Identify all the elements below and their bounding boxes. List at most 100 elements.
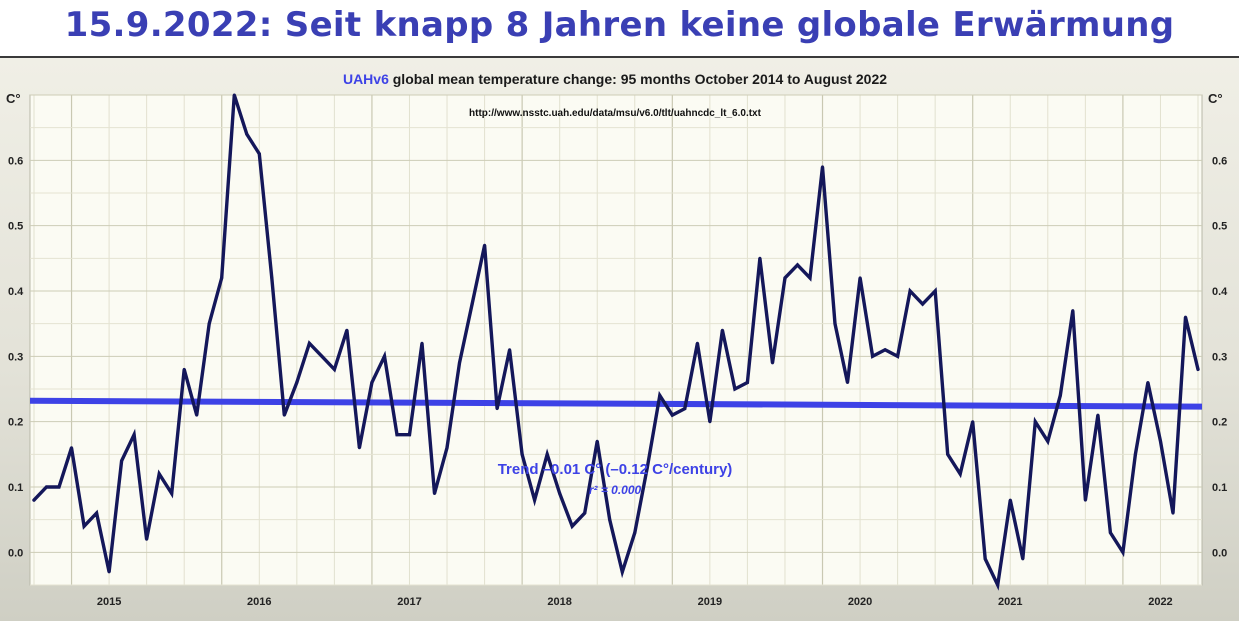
data-point (683, 407, 687, 411)
data-point (921, 302, 925, 306)
y-tick-label-right: 0.3 (1212, 351, 1227, 363)
data-point (332, 367, 336, 371)
y-tick-label-right: 0.4 (1212, 286, 1228, 298)
data-point (658, 394, 662, 397)
y-tick-label-right: 0.2 (1212, 417, 1227, 429)
data-point (270, 276, 274, 280)
x-tick-label: 2019 (698, 596, 722, 608)
data-point (458, 361, 461, 365)
data-point (495, 407, 499, 411)
data-point (95, 511, 99, 515)
data-point (933, 289, 937, 293)
data-point (57, 485, 61, 489)
y-tick-label-left: 0.0 (8, 547, 23, 559)
data-point (82, 524, 86, 528)
data-point (771, 361, 774, 365)
data-point (132, 433, 136, 437)
data-point (170, 492, 174, 495)
data-point (295, 381, 299, 384)
y-tick-label-left: 0.3 (8, 351, 23, 363)
source-url: http://www.nsstc.uah.edu/data/msu/v6.0/t… (469, 108, 762, 119)
data-point (1083, 498, 1087, 502)
data-point (996, 583, 1000, 587)
data-point (946, 452, 950, 456)
data-point (971, 420, 975, 424)
x-axis: 2015 2016 2017 2018 2019 2020 2021 2022 (97, 596, 1173, 608)
data-point (383, 354, 386, 358)
data-point (282, 413, 286, 417)
data-point (1108, 531, 1112, 535)
data-point (357, 446, 361, 450)
data-point (796, 263, 799, 267)
data-point (783, 276, 787, 280)
data-point (545, 452, 549, 456)
data-point (157, 472, 161, 476)
data-point (445, 446, 449, 450)
data-point (483, 243, 487, 247)
data-point (670, 413, 674, 417)
r2-label: r² = 0.000 (589, 483, 642, 497)
data-point (395, 433, 399, 437)
y-axis-right: 0.0 0.1 0.2 0.3 0.4 0.5 0.6 (1212, 155, 1228, 559)
trend-label: Trend –0.01 C° (–0.12 C°/century) (498, 461, 733, 478)
chart-title-rest: global mean temperature change: 95 month… (389, 71, 887, 87)
data-point (708, 420, 712, 424)
data-point (408, 433, 411, 437)
x-tick-label: 2016 (247, 596, 271, 608)
data-point (420, 341, 424, 345)
data-point (433, 492, 436, 495)
y-tick-label-right: 0.0 (1212, 547, 1227, 559)
y-tick-label-right: 0.1 (1212, 482, 1227, 494)
data-point (570, 524, 574, 528)
y-tick-label-left: 0.4 (8, 286, 24, 298)
plot-area (29, 94, 1203, 586)
y-tick-label-left: 0.5 (8, 221, 23, 233)
data-point (245, 132, 249, 136)
series-line-uah (32, 94, 1200, 591)
x-tick-label: 2020 (848, 596, 872, 608)
data-point (608, 518, 612, 522)
data-point (645, 465, 649, 469)
x-tick-label: 2022 (1148, 596, 1172, 608)
headline: 15.9.2022: Seit knapp 8 Jahren keine glo… (64, 5, 1175, 45)
data-point (821, 165, 824, 169)
x-tick-label: 2017 (397, 596, 421, 608)
data-point (182, 367, 186, 371)
data-point (883, 348, 887, 352)
data-point (107, 570, 111, 574)
data-point (32, 498, 36, 502)
data-point (145, 537, 149, 541)
data-point (583, 511, 587, 515)
data-point (1121, 550, 1125, 554)
data-point (833, 322, 837, 326)
y-unit-left: C° (6, 91, 21, 106)
chart-title: UAHv6 global mean temperature change: 95… (343, 71, 887, 87)
y-unit-right: C° (1208, 91, 1223, 106)
data-point (45, 485, 48, 489)
data-point (758, 256, 762, 260)
data-point (320, 354, 324, 358)
data-point (745, 381, 749, 384)
data-point (120, 459, 124, 463)
data-point (70, 446, 73, 450)
data-point (846, 381, 849, 384)
data-point (207, 322, 211, 326)
data-point (1071, 309, 1075, 313)
data-point (1096, 413, 1100, 417)
data-point (533, 498, 537, 502)
data-point (470, 302, 474, 306)
data-point (558, 492, 562, 495)
chart-title-prefix: UAHv6 (343, 71, 389, 87)
data-point (1058, 394, 1062, 397)
data-point (1171, 511, 1175, 515)
series-points (32, 93, 1200, 587)
data-point (595, 439, 599, 443)
y-tick-label-left: 0.6 (8, 155, 23, 167)
data-point (958, 472, 962, 476)
data-point (1196, 367, 1200, 371)
y-tick-label-left: 0.1 (8, 482, 23, 494)
data-point (1008, 498, 1012, 502)
data-point (1146, 381, 1150, 384)
x-tick-label: 2021 (998, 596, 1022, 608)
data-point (508, 348, 512, 352)
